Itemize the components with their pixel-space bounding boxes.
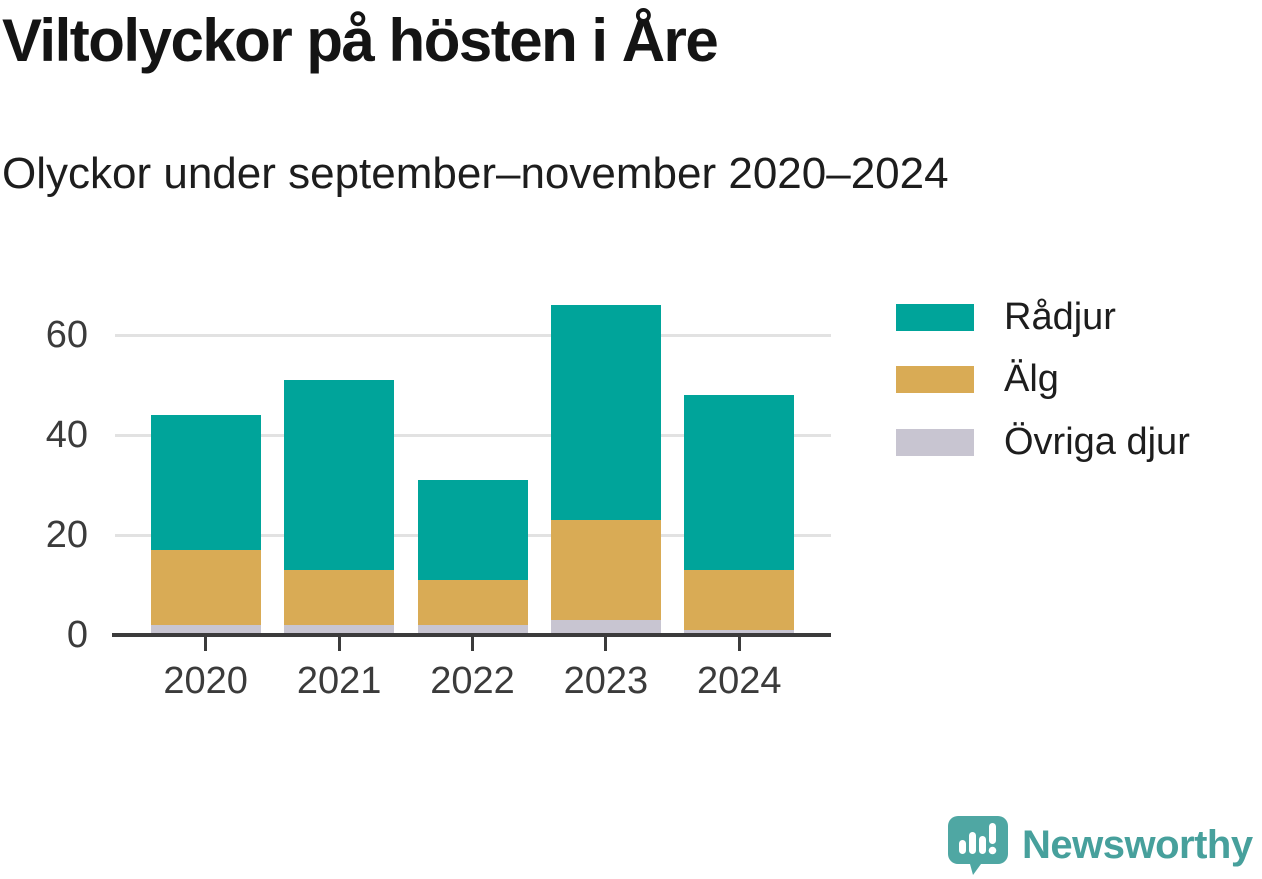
x-tick-2021 (337, 637, 341, 651)
bar-2024-övriga-djur (684, 630, 795, 635)
x-tick-2024 (737, 637, 741, 651)
bar-2022-övriga-djur (417, 625, 528, 635)
legend-item-älg: Älg (896, 354, 1059, 406)
newsworthy-logo-icon (948, 816, 1008, 875)
y-tick-label-60: 60 (45, 314, 88, 356)
x-tick-label-2022: 2022 (430, 660, 515, 702)
newsworthy-wordmark: Newsworthy (1022, 823, 1253, 867)
bar-2021-övriga-djur (284, 625, 395, 635)
bar-2024-rådjur (684, 395, 795, 570)
y-tick-label-40: 40 (45, 414, 88, 456)
bar-2021-rådjur (284, 380, 395, 570)
legend-label-älg: Älg (1004, 358, 1059, 400)
bar-2022-rådjur (417, 480, 528, 580)
bar-2020-rådjur (150, 415, 261, 550)
bar-2022-älg (417, 580, 528, 625)
x-tick-label-2023: 2023 (563, 660, 649, 702)
legend-label-övriga-djur: Övriga djur (1004, 420, 1190, 463)
bar-2021-älg (284, 570, 395, 625)
legend-swatch-älg (896, 366, 974, 393)
legend-swatch-rådjur (896, 303, 974, 331)
legend-item-övriga-djur: Övriga djur (896, 416, 1190, 468)
x-tick-label-2021: 2021 (296, 660, 382, 702)
y-tick-label-0: 0 (66, 614, 88, 656)
x-tick-label-2020: 2020 (163, 660, 248, 702)
gridline-y-60 (115, 334, 831, 337)
x-tick-2022 (471, 637, 474, 651)
bar-2023-älg (550, 520, 661, 620)
newsworthy-brand: Newsworthy (948, 816, 1253, 875)
x-tick-2020 (204, 637, 208, 651)
bar-2023-rådjur (550, 305, 661, 520)
y-tick-label-20: 20 (45, 514, 88, 556)
chart-subtitle: Olyckor under september–november 2020–20… (2, 149, 949, 198)
bar-2020-älg (150, 550, 261, 625)
legend-item-rådjur: Rådjur (896, 291, 1116, 343)
bar-2020-övriga-djur (150, 625, 261, 635)
gridline-y-40 (115, 434, 831, 437)
bar-2023-övriga-djur (550, 620, 661, 635)
legend-label-rådjur: Rådjur (1004, 295, 1116, 338)
chart-title: Viltolyckor på hösten i Åre (2, 7, 719, 74)
legend-swatch-övriga-djur (896, 428, 974, 456)
x-tick-2023 (604, 637, 608, 651)
x-axis-line (112, 633, 831, 637)
bar-2024-älg (684, 570, 795, 630)
x-tick-label-2024: 2024 (697, 660, 782, 702)
